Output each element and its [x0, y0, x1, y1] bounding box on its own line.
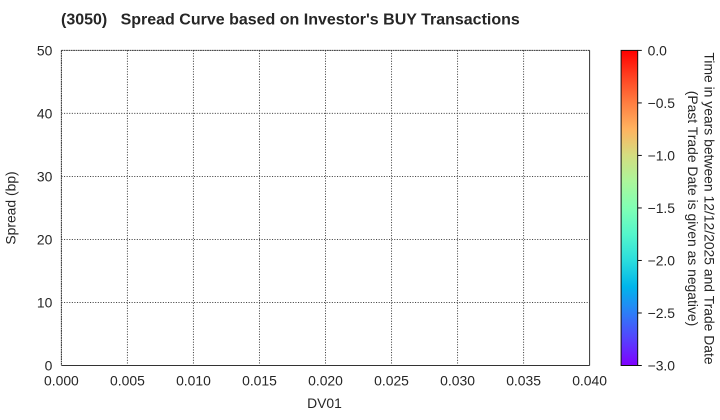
svg-text:(Past Trade Date is given as n: (Past Trade Date is given as negative): [685, 91, 701, 327]
svg-text:DV01: DV01: [307, 395, 342, 411]
svg-text:−3.0: −3.0: [648, 357, 676, 373]
svg-text:0.030: 0.030: [440, 372, 475, 388]
svg-text:30: 30: [37, 168, 53, 184]
svg-text:Spread (bp): Spread (bp): [3, 171, 19, 244]
svg-text:40: 40: [37, 105, 53, 121]
svg-text:Time in years between 12/12/20: Time in years between 12/12/2025 and Tra…: [702, 52, 718, 364]
svg-text:0.035: 0.035: [506, 372, 541, 388]
svg-text:0.010: 0.010: [176, 372, 211, 388]
svg-text:0.0: 0.0: [648, 42, 668, 58]
svg-text:(3050) Spread Curve based on: (3050) Spread Curve based on Investor's …: [61, 12, 520, 29]
svg-text:0.015: 0.015: [242, 372, 277, 388]
svg-text:−0.5: −0.5: [648, 95, 676, 111]
svg-text:0.020: 0.020: [308, 372, 343, 388]
svg-text:0.005: 0.005: [110, 372, 145, 388]
svg-text:−1.5: −1.5: [648, 200, 676, 216]
svg-text:−1.0: −1.0: [648, 147, 676, 163]
svg-text:0.000: 0.000: [44, 372, 79, 388]
svg-text:0: 0: [45, 357, 53, 373]
svg-text:50: 50: [37, 42, 53, 58]
svg-text:−2.0: −2.0: [648, 252, 676, 268]
svg-text:0.025: 0.025: [374, 372, 409, 388]
svg-text:20: 20: [37, 231, 53, 247]
svg-text:0.040: 0.040: [572, 372, 607, 388]
svg-text:−2.5: −2.5: [648, 305, 676, 321]
svg-text:10: 10: [37, 294, 53, 310]
